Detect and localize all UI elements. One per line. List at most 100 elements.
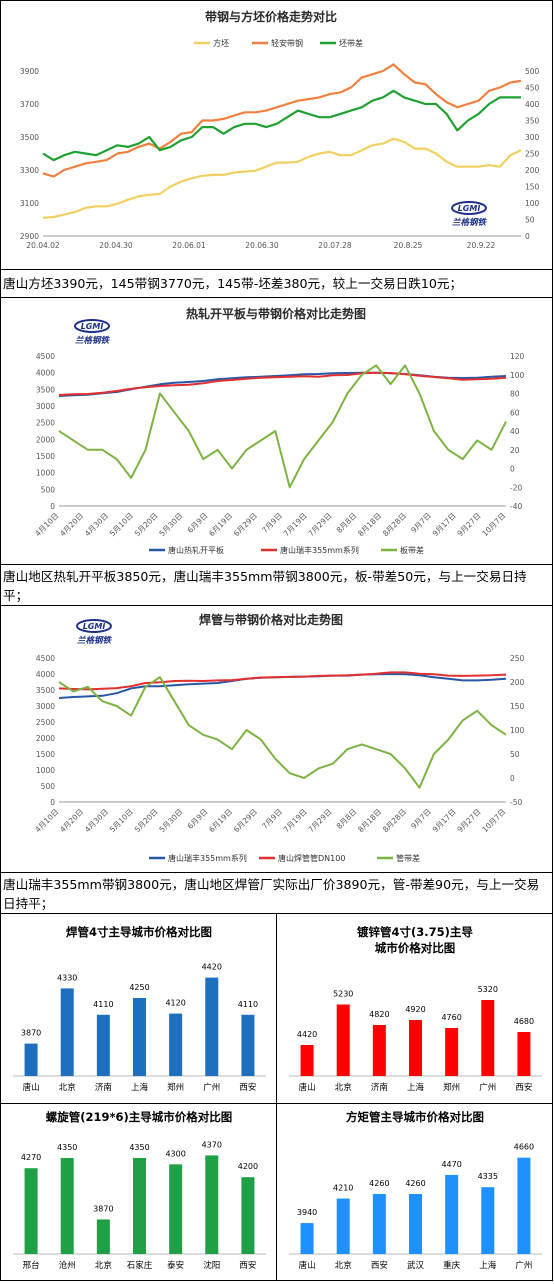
panel-billet-strip: 带钢与方坯价格走势对比 2900 3100 3300 3500 3700 3900 0 50 10… bbox=[0, 0, 553, 270]
legend-label-3: 坯带差 bbox=[339, 38, 363, 48]
x-tick-label: 6月19日 bbox=[207, 807, 234, 834]
y-tick-label: 3500 bbox=[36, 686, 55, 695]
bar-唐山 bbox=[300, 1223, 314, 1254]
logo-text: 兰格钢铁 bbox=[77, 635, 113, 646]
caption-1-box: 唐山方坯3390元，145带钢3770元，145带-坯差380元，较上一交易日跌… bbox=[0, 269, 553, 298]
bar-value-label: 4420 bbox=[202, 963, 222, 972]
bar-沧州 bbox=[60, 1157, 74, 1254]
bar-value-label: 3940 bbox=[297, 1208, 317, 1217]
logo-1: LGMI 兰格钢铁 bbox=[451, 201, 487, 228]
bar-value-label: 4680 bbox=[514, 1017, 534, 1026]
bar-西安 bbox=[372, 1194, 386, 1254]
y-tick-label: 3900 bbox=[20, 67, 39, 76]
bar-北京 bbox=[336, 1004, 350, 1076]
bar-邢台 bbox=[24, 1168, 38, 1254]
bar-category-label: 重庆 bbox=[443, 1260, 461, 1271]
bar-chart-title: 焊管4寸主导城市价格对比图 bbox=[66, 925, 212, 939]
bar-value-label: 5320 bbox=[478, 985, 498, 994]
bar-category-label: 广州 bbox=[203, 1082, 220, 1093]
bar-chart-title-line2: 城市价格对比图 bbox=[375, 941, 456, 955]
y2-tick-label: -50 bbox=[510, 798, 522, 807]
series-line-2 bbox=[58, 371, 507, 396]
x-tick-label: 20.9.22 bbox=[467, 241, 496, 250]
bar-category-label: 广州 bbox=[479, 1082, 496, 1093]
bar-上海 bbox=[409, 1020, 422, 1076]
bar-panel-square: 方矩管主导城市价格对比图 3940 唐山 4210 北京 4260 西安 4260 武汉 4470… bbox=[276, 1103, 553, 1281]
bar-value-label: 4335 bbox=[478, 1172, 498, 1181]
caption-2-box: 唐山地区热轧开平板3850元，唐山瑞丰355mm带钢3800元，板-带差50元，… bbox=[0, 564, 553, 606]
bar-panel-spiral: 螺旋管(219*6)主导城市价格对比图 4270 邢台 4350 沧州 3870 北京 435… bbox=[0, 1103, 277, 1281]
y2-tick-label: 80 bbox=[510, 390, 520, 399]
legend-label-1: 唐山瑞丰355mm系列 bbox=[168, 853, 247, 863]
logo-ring-icon bbox=[76, 619, 112, 633]
y2-tick-label: 0 bbox=[510, 774, 515, 783]
y-tick-label: 3700 bbox=[20, 100, 39, 109]
x-tick-label: 7月19日 bbox=[282, 807, 309, 834]
x-tick-label: 20.06.30 bbox=[245, 241, 279, 250]
bar-上海 bbox=[481, 1187, 495, 1254]
y-tick-label: 1000 bbox=[36, 766, 55, 775]
y2-tick-label: 400 bbox=[525, 100, 540, 109]
bar-chart-title: 方矩管主导城市价格对比图 bbox=[346, 1110, 484, 1124]
x-tick-label: 20.04.02 bbox=[26, 241, 60, 250]
bar-value-label: 4300 bbox=[165, 1149, 185, 1158]
y2-tick-label: 100 bbox=[510, 726, 525, 735]
bar-value-label: 4350 bbox=[57, 1143, 77, 1152]
bar-value-label: 4660 bbox=[514, 1143, 534, 1152]
y2-tick-label: 40 bbox=[510, 427, 520, 436]
bar-category-label: 西安 bbox=[371, 1260, 388, 1271]
y2-tick-label: 100 bbox=[525, 199, 540, 208]
bar-济南 bbox=[372, 1025, 386, 1076]
x-tick-label: 7月9日 bbox=[260, 807, 284, 831]
bar-category-label: 北京 bbox=[335, 1082, 352, 1093]
bar-category-label: 济南 bbox=[371, 1082, 388, 1093]
y2-tick-label: 50 bbox=[510, 750, 520, 759]
y2-tick-label: 0 bbox=[525, 232, 530, 241]
bar-value-label: 4920 bbox=[405, 1005, 425, 1014]
bar-chart-weld-4in: 焊管4寸主导城市价格对比图 3870 唐山 4330 北京 4110 济南 4250 上海 412… bbox=[13, 925, 266, 1093]
x-tick-label: 6月29日 bbox=[232, 511, 259, 538]
y2-tick-label: 120 bbox=[510, 352, 525, 361]
logo-2: LGMI 兰格钢铁 bbox=[74, 319, 111, 346]
y2-tick-label: 150 bbox=[510, 702, 525, 711]
bar-value-label: 4120 bbox=[165, 999, 185, 1008]
y2-tick-label: 350 bbox=[525, 117, 540, 126]
y-tick-label: 3300 bbox=[20, 166, 39, 175]
logo-ring-icon bbox=[451, 201, 487, 215]
series-line-3 bbox=[58, 676, 507, 789]
bar-value-label: 4260 bbox=[369, 1179, 389, 1188]
bar-category-label: 上海 bbox=[479, 1260, 497, 1271]
bar-category-label: 泰安 bbox=[167, 1260, 184, 1271]
x-tick-label: 4月30日 bbox=[83, 511, 110, 538]
y-tick-label: 0 bbox=[50, 502, 55, 511]
x-tick-label: 4月10日 bbox=[33, 511, 60, 538]
x-tick-label: 5月20日 bbox=[133, 511, 160, 538]
x-tick-label: 9月17日 bbox=[431, 807, 458, 834]
y-tick-label: 2500 bbox=[36, 419, 55, 428]
y-tick-label: 3100 bbox=[20, 199, 39, 208]
bar-panel-weld-4in: 焊管4寸主导城市价格对比图 3870 唐山 4330 北京 4110 济南 4250 上海 412… bbox=[0, 913, 277, 1104]
x-tick-label: 5月10日 bbox=[108, 511, 135, 538]
logo-text: 兰格钢铁 bbox=[75, 335, 111, 346]
bar-唐山 bbox=[300, 1045, 314, 1076]
legend-label-2: 唐山焊管管DN100 bbox=[278, 853, 345, 863]
y2-tick-label: 60 bbox=[510, 408, 520, 417]
y-tick-label: 2900 bbox=[20, 232, 39, 241]
x-tick-label: 7月29日 bbox=[306, 511, 333, 538]
bar-value-label: 4420 bbox=[297, 1030, 317, 1039]
x-tick-label: 9月27日 bbox=[455, 807, 482, 834]
caption-3-box: 唐山瑞丰355mm带钢3800元，唐山地区焊管厂实际出厂价3890元，管-带差9… bbox=[0, 872, 553, 914]
bar-value-label: 4210 bbox=[333, 1184, 353, 1193]
bar-chart-title-line1: 镀锌管4寸(3.75)主导 bbox=[357, 925, 473, 939]
bar-category-label: 郑州 bbox=[443, 1082, 460, 1093]
x-tick-label: 8月8日 bbox=[335, 807, 359, 831]
bar-category-label: 唐山 bbox=[299, 1260, 316, 1271]
x-tick-label: 7月19日 bbox=[282, 511, 309, 538]
y2-tick-label: 500 bbox=[525, 67, 540, 76]
bar-value-label: 4250 bbox=[129, 983, 149, 992]
y2-tick-label: 250 bbox=[510, 654, 525, 663]
legend-label-3: 管带差 bbox=[396, 853, 420, 863]
x-tick-label: 10月7日 bbox=[480, 807, 507, 834]
y2-tick-label: 0 bbox=[510, 465, 515, 474]
bar-value-label: 4200 bbox=[238, 1162, 258, 1171]
